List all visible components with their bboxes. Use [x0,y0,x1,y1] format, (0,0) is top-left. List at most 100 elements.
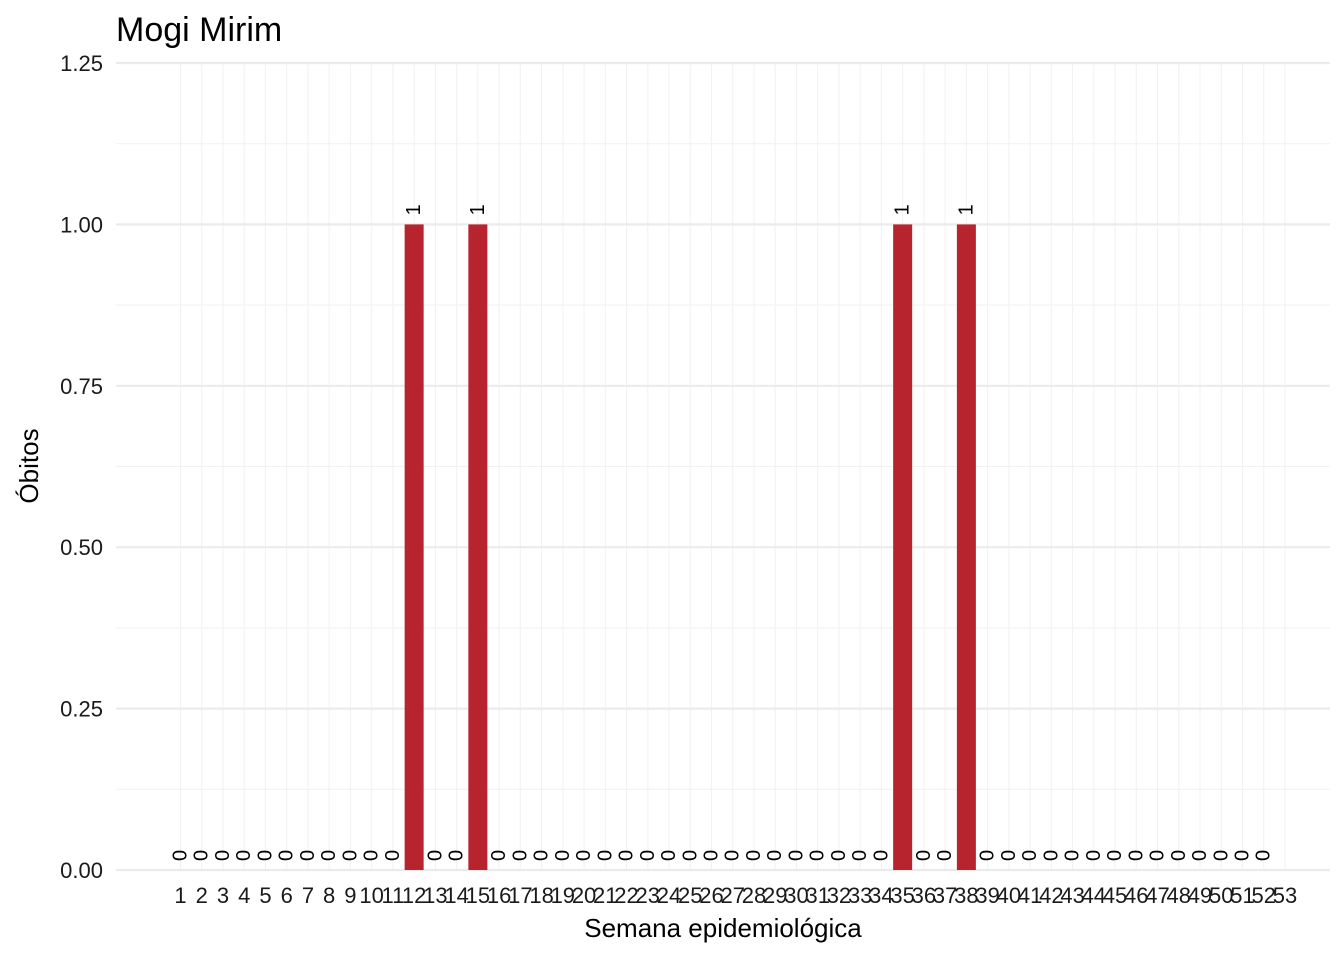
data-label: 0 [1125,850,1147,861]
x-tick-label: 22 [614,883,638,908]
x-tick-label: 39 [975,883,999,908]
x-tick-label: 20 [572,883,596,908]
data-label: 0 [1210,850,1232,861]
data-label: 0 [254,850,276,861]
data-label: 0 [1168,850,1190,861]
x-tick-label: 11 [381,883,404,908]
x-tick-label: 46 [1124,883,1148,908]
data-label: 0 [552,850,574,861]
x-tick-label: 43 [1060,883,1084,908]
x-tick-label: 3 [217,883,229,908]
chart-title: Mogi Mirim [116,11,282,49]
data-label: 0 [297,850,319,861]
data-label: 0 [701,850,723,861]
x-tick-label: 23 [636,883,660,908]
data-label: 0 [913,850,935,861]
x-tick-label: 2 [196,883,208,908]
bar [468,224,488,870]
grid [116,61,1330,872]
data-label: 1 [955,204,977,215]
x-tick-label: 7 [302,883,314,908]
x-tick-label: 17 [508,883,532,908]
data-label: 0 [1253,850,1275,861]
data-label: 0 [934,850,956,861]
x-tick-label: 44 [1082,883,1106,908]
x-tick-label: 34 [869,883,893,908]
x-tick-label: 50 [1209,883,1233,908]
data-label: 0 [1040,850,1062,861]
data-label: 0 [1147,850,1169,861]
x-tick-label: 31 [805,883,829,908]
x-tick-label: 27 [720,883,744,908]
data-label: 0 [870,850,892,861]
x-tick-label: 18 [529,883,553,908]
data-label: 0 [531,850,553,861]
data-label: 0 [1104,850,1126,861]
y-tick-label: 1.00 [60,212,103,237]
data-label: 0 [1019,850,1041,861]
x-axis-title: Semana epidemiológica [584,913,862,943]
y-axis-title: Óbitos [14,428,44,503]
data-label: 0 [509,850,531,861]
x-tick-label: 24 [657,883,681,908]
data-label: 0 [318,850,340,861]
data-label: 0 [212,850,234,861]
x-tick-label: 4 [238,883,250,908]
x-tick-label: 32 [827,883,851,908]
x-tick-label: 1 [174,883,186,908]
x-tick-label: 12 [402,883,426,908]
data-label: 0 [361,850,383,861]
data-label: 0 [191,850,213,861]
x-tick-label: 14 [444,883,468,908]
data-label: 0 [594,850,616,861]
x-tick-label: 5 [259,883,271,908]
data-label: 0 [339,850,361,861]
data-label: 0 [785,850,807,861]
x-tick-label: 21 [593,883,617,908]
data-label: 0 [977,850,999,861]
data-label: 0 [446,850,468,861]
data-label: 0 [658,850,680,861]
data-label: 0 [382,850,404,861]
data-label: 0 [616,850,638,861]
data-label: 0 [679,850,701,861]
x-tick-label: 53 [1273,883,1297,908]
x-tick-label: 19 [551,883,575,908]
data-label: 0 [743,850,765,861]
x-tick-label: 37 [933,883,957,908]
x-tick-label: 9 [344,883,356,908]
x-tick-label: 16 [487,883,511,908]
data-labels: 0 0 0 0 0 0 0 0 0 0 010 010 0 0 0 0 0 0 0 0 0 0 0 0 0 0 0 0 0 010 010 0… [170,204,1275,861]
x-tick-label: 42 [1039,883,1063,908]
x-tick-label: 25 [678,883,702,908]
data-label: 0 [170,850,192,861]
x-tick-label: 51 [1230,883,1254,908]
x-tick-label: 6 [281,883,293,908]
bars [404,224,976,870]
x-tick-label: 28 [742,883,766,908]
y-tick-label: 0.75 [60,374,103,399]
x-tick-label: 38 [954,883,978,908]
x-tick-label: 8 [323,883,335,908]
x-tick-label: 41 [1018,883,1042,908]
data-label: 0 [849,850,871,861]
data-label: 0 [998,850,1020,861]
data-label: 0 [488,850,510,861]
x-tick-label: 36 [912,883,936,908]
y-tick-label: 0.50 [60,535,103,560]
data-label: 0 [637,850,659,861]
data-label: 1 [467,204,489,215]
x-tick-label: 30 [784,883,808,908]
data-label: 0 [1083,850,1105,861]
bar [893,224,913,870]
x-tick-label: 13 [423,883,447,908]
data-label: 1 [403,204,425,215]
data-label: 0 [233,850,255,861]
data-label: 0 [1232,850,1254,861]
data-label: 0 [1062,850,1084,861]
data-label: 0 [276,850,298,861]
x-tick-label: 45 [1103,883,1127,908]
y-tick-label: 1.25 [60,51,103,76]
bar [956,224,976,870]
